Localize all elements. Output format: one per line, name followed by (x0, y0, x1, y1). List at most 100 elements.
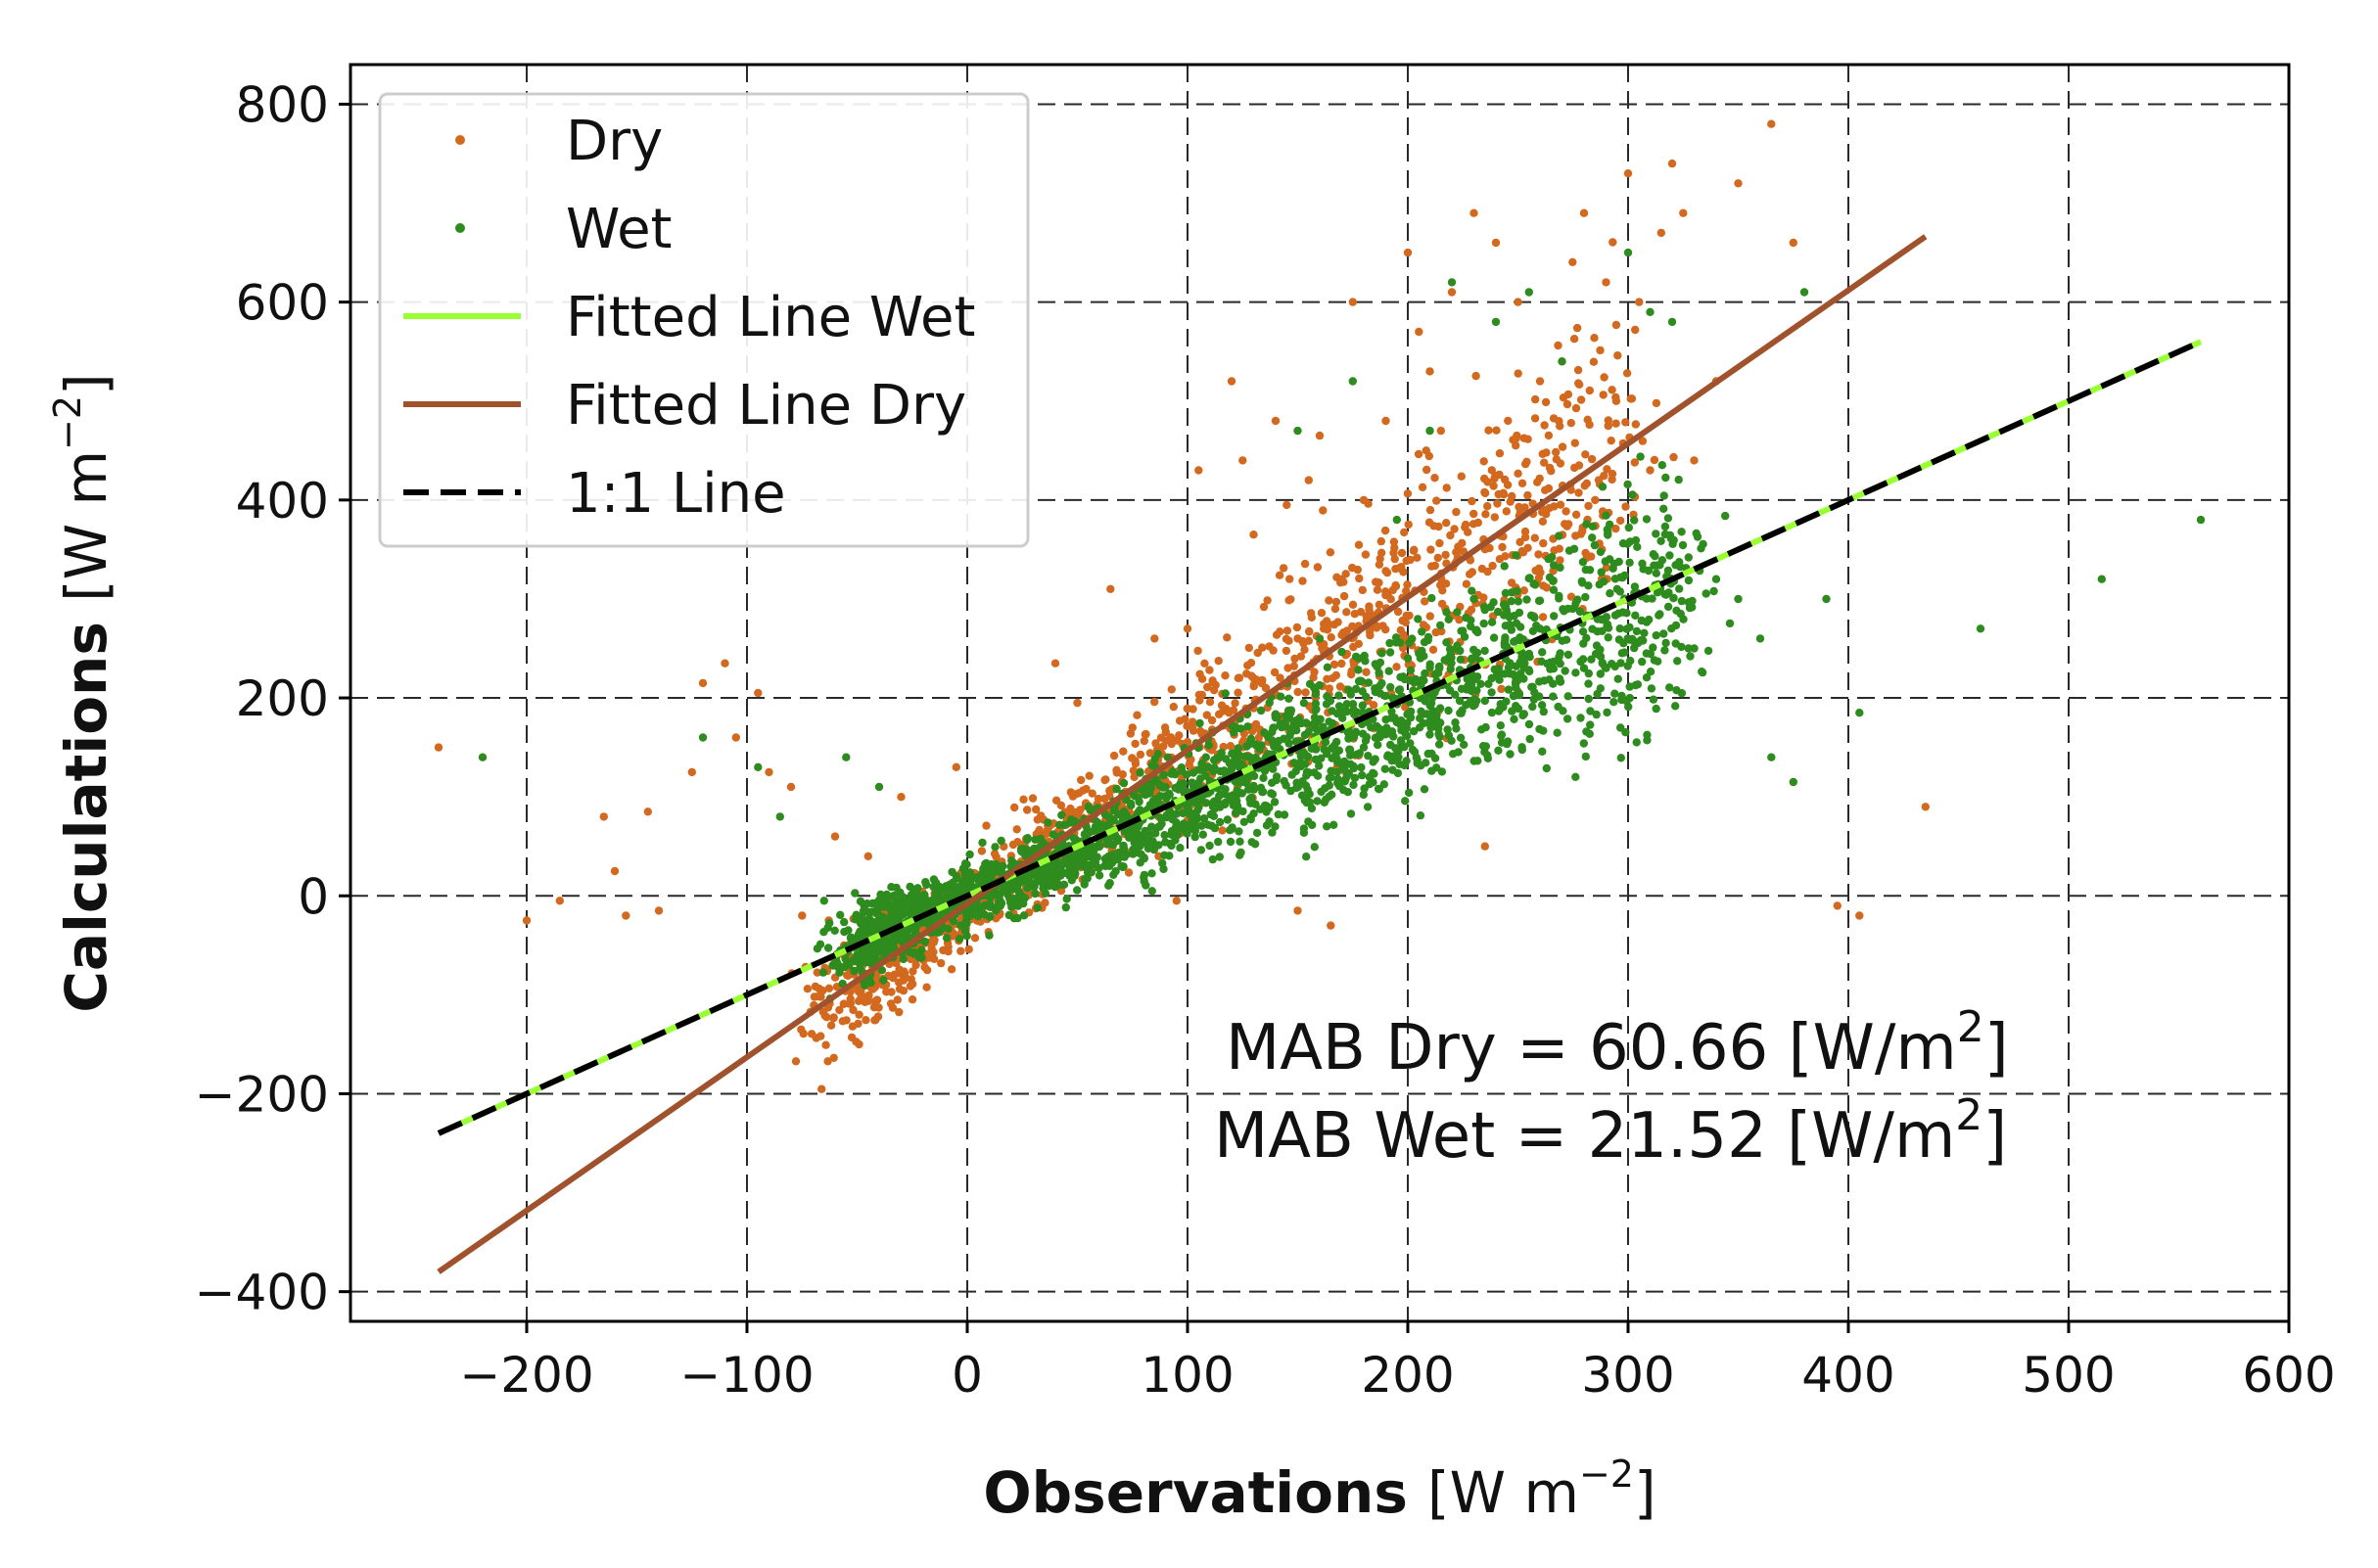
wet-point (1334, 691, 1343, 700)
wet-point (915, 900, 924, 909)
wet-point (1069, 834, 1079, 843)
wet-point (1550, 612, 1559, 621)
dry-point (864, 996, 873, 1005)
dry-point (1604, 416, 1613, 425)
dry-point (803, 985, 813, 993)
wet-point (1667, 624, 1676, 633)
dry-point (1205, 666, 1214, 674)
dry-point (846, 994, 855, 1003)
dry-point (1432, 496, 1441, 505)
dry-point (1441, 579, 1451, 588)
dry-point (1573, 365, 1583, 375)
dry-point (1071, 807, 1081, 817)
wet-point (1544, 555, 1553, 564)
dry-point (1166, 733, 1176, 742)
wet-point (1388, 765, 1397, 774)
dry-point (1283, 664, 1292, 672)
wet-point (1510, 637, 1518, 646)
dry-point (1414, 449, 1423, 459)
dry-point (1542, 448, 1551, 457)
wet-point (2097, 575, 2106, 583)
wet-point (1555, 674, 1564, 683)
wet-point (1581, 752, 1591, 761)
dry-point (1319, 506, 1328, 515)
wet-point (1504, 685, 1514, 694)
dry-point (1600, 373, 1609, 382)
wet-point (1690, 644, 1699, 653)
wet-point (1632, 626, 1642, 636)
dry-point (1461, 523, 1469, 531)
dry-point (1650, 455, 1659, 465)
wet-point (1721, 511, 1730, 521)
wet-point (1616, 573, 1625, 581)
wet-point (975, 877, 984, 886)
wet-point (1102, 839, 1111, 849)
dry-point (848, 1022, 858, 1031)
wet-point (1084, 803, 1094, 811)
wet-point (698, 733, 708, 742)
wet-point (956, 935, 964, 944)
wet-point (1256, 783, 1266, 792)
wet-point (1518, 711, 1527, 720)
dry-point (1310, 668, 1319, 676)
dry-point (1133, 711, 1142, 719)
dry-point (1397, 548, 1407, 558)
dry-point (1481, 510, 1490, 519)
dry-point (1523, 543, 1532, 552)
wet-point (871, 920, 881, 930)
wet-point (1631, 611, 1640, 620)
dry-point (1207, 715, 1217, 725)
wet-point (1112, 784, 1121, 794)
dry-point (1483, 502, 1492, 511)
wet-point (1161, 782, 1170, 792)
dry-point (1231, 699, 1239, 708)
wet-point (1327, 766, 1335, 775)
wet-point (866, 978, 875, 988)
dry-point (1428, 645, 1438, 654)
wet-point (1595, 580, 1604, 589)
wet-point (890, 891, 899, 900)
dry-point (1290, 654, 1299, 664)
wet-point (1338, 714, 1347, 722)
wet-point (1423, 635, 1432, 645)
dry-point (1012, 825, 1021, 834)
dry-point (1574, 461, 1584, 470)
dry-point (1585, 420, 1594, 430)
wet-point (1479, 619, 1488, 628)
dry-point (1550, 546, 1559, 555)
dry-point (824, 984, 834, 992)
dry-point (909, 967, 917, 976)
dry-point (868, 985, 877, 993)
wet-point (1375, 785, 1384, 794)
wet-point (1631, 680, 1640, 690)
wet-point (1190, 832, 1199, 842)
dry-point (1403, 248, 1413, 257)
wet-point (960, 870, 970, 879)
wet-point (1208, 803, 1218, 811)
dry-point (1128, 723, 1138, 732)
wet-point (1342, 707, 1352, 716)
dry-point (1603, 465, 1611, 474)
dry-point (1622, 369, 1632, 378)
dry-point (1581, 548, 1590, 558)
wet-point (1579, 739, 1589, 748)
wet-point (1598, 659, 1608, 669)
dry-point (1375, 600, 1384, 609)
dry-point (1480, 842, 1490, 851)
dry-point (1455, 615, 1464, 624)
dry-point (1690, 456, 1699, 465)
wet-point (920, 937, 929, 946)
wet-point (1406, 707, 1416, 716)
wet-point (1321, 738, 1330, 747)
wet-point (1234, 744, 1242, 753)
dry-point (1403, 489, 1413, 498)
dry-point (1452, 548, 1461, 557)
dry-point (1203, 682, 1212, 692)
dry-point (1032, 805, 1041, 814)
dry-point (1375, 578, 1383, 587)
wet-point (1405, 676, 1415, 685)
wet-point (1198, 830, 1208, 839)
wet-point (982, 858, 991, 868)
wet-point (1019, 911, 1029, 920)
dry-point (1275, 571, 1284, 579)
